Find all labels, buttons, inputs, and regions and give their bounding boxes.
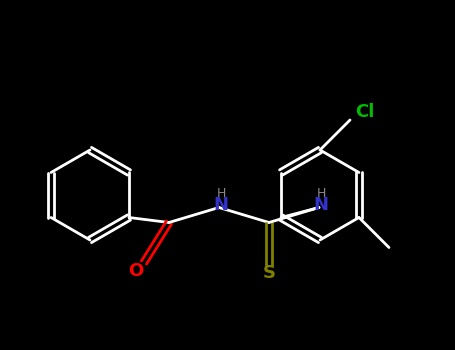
Text: H: H [216, 187, 226, 200]
Text: S: S [263, 264, 275, 281]
Text: N: N [213, 196, 228, 215]
Text: N: N [313, 196, 329, 215]
Text: Cl: Cl [355, 103, 374, 121]
Text: H: H [316, 187, 326, 200]
Text: O: O [128, 261, 144, 280]
